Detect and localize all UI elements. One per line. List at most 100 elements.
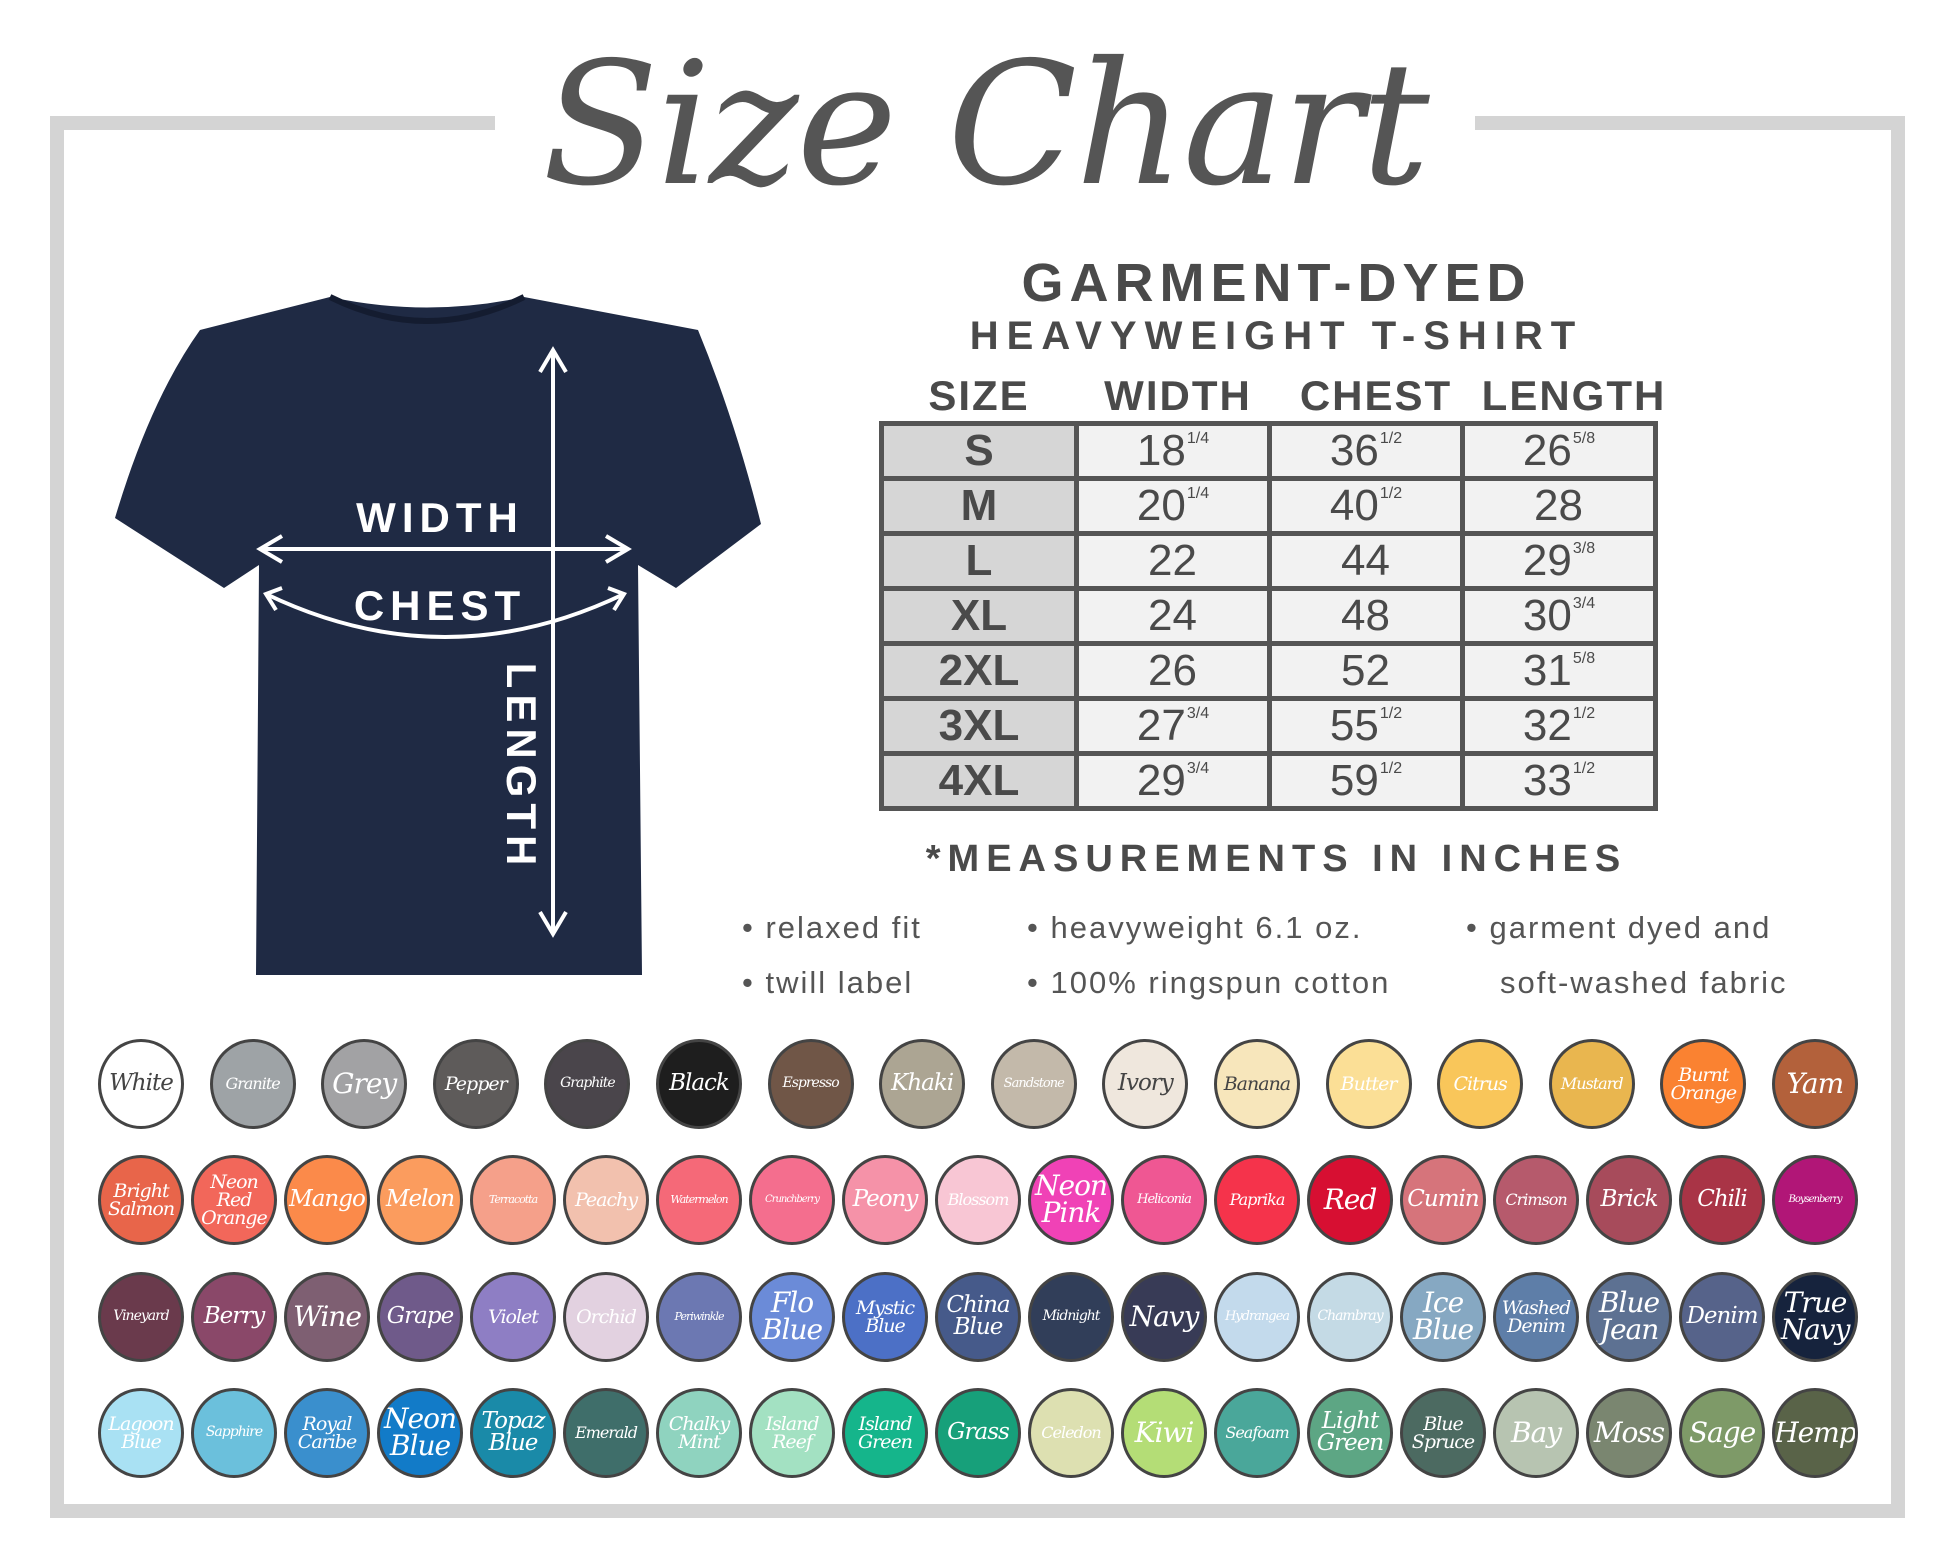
length-label: LENGTH xyxy=(498,663,545,872)
color-swatch-granite[interactable]: Granite xyxy=(209,1039,296,1129)
color-swatch-hemp[interactable]: Hemp xyxy=(1772,1388,1858,1478)
color-swatch-chalky-mint[interactable]: Chalky Mint xyxy=(656,1388,742,1478)
color-swatch-citrus[interactable]: Citrus xyxy=(1437,1039,1524,1129)
color-swatch-ice-blue[interactable]: Ice Blue xyxy=(1400,1272,1486,1362)
color-swatch-neon-pink[interactable]: Neon Pink xyxy=(1028,1155,1114,1245)
whole-value: 24 xyxy=(1148,591,1197,640)
color-swatch-sapphire[interactable]: Sapphire xyxy=(191,1388,277,1478)
color-swatch-neon-blue[interactable]: Neon Blue xyxy=(377,1388,463,1478)
length-cell: 315/8 xyxy=(1460,641,1658,701)
color-swatch-china-blue[interactable]: China Blue xyxy=(935,1272,1021,1362)
length-cell: 321/2 xyxy=(1460,696,1658,756)
color-swatch-bay[interactable]: Bay xyxy=(1493,1388,1579,1478)
width-cell: 201/4 xyxy=(1074,476,1272,536)
feature-item: • heavyweight 6.1 oz. xyxy=(1027,910,1363,945)
size-cell: 4XL xyxy=(879,751,1079,811)
color-swatch-grey[interactable]: Grey xyxy=(321,1039,408,1129)
color-swatch-banana[interactable]: Banana xyxy=(1213,1039,1300,1129)
color-swatch-topaz-blue[interactable]: Topaz Blue xyxy=(470,1388,556,1478)
table-headers: SIZE WIDTH CHEST LENGTH xyxy=(879,372,1674,420)
color-swatch-orchid[interactable]: Orchid xyxy=(563,1272,649,1362)
header-length: LENGTH xyxy=(1481,372,1667,419)
color-swatch-light-green[interactable]: Light Green xyxy=(1307,1388,1393,1478)
chest-cell: 401/2 xyxy=(1267,476,1465,536)
color-swatch-emerald[interactable]: Emerald xyxy=(563,1388,649,1478)
size-cell: M xyxy=(879,476,1079,536)
color-swatch-berry[interactable]: Berry xyxy=(191,1272,277,1362)
color-swatch-violet[interactable]: Violet xyxy=(470,1272,556,1362)
color-swatch-crunchberry[interactable]: Crunchberry xyxy=(749,1155,835,1245)
color-swatch-grass[interactable]: Grass xyxy=(935,1388,1021,1478)
color-swatch-island-reef[interactable]: Island Reef xyxy=(749,1388,835,1478)
color-swatch-yam[interactable]: Yam xyxy=(1771,1039,1858,1129)
whole-value: 18 xyxy=(1136,426,1186,475)
size-cell: L xyxy=(879,531,1079,591)
color-swatch-neon-red-orange[interactable]: Neon Red Orange xyxy=(191,1155,277,1245)
color-swatch-mystic-blue[interactable]: Mystic Blue xyxy=(842,1272,928,1362)
color-swatch-peachy[interactable]: Peachy xyxy=(563,1155,649,1245)
color-swatch-terracotta[interactable]: Terracotta xyxy=(470,1155,556,1245)
chest-cell: 361/2 xyxy=(1267,421,1465,481)
color-swatch-kiwi[interactable]: Kiwi xyxy=(1121,1388,1207,1478)
color-swatch-celedon[interactable]: Celedon xyxy=(1028,1388,1114,1478)
color-swatch-butter[interactable]: Butter xyxy=(1325,1039,1412,1129)
color-swatch-mango[interactable]: Mango xyxy=(284,1155,370,1245)
whole-value: 40 xyxy=(1329,481,1379,530)
color-swatch-lagoon-blue[interactable]: Lagoon Blue xyxy=(98,1388,184,1478)
color-swatch-boysenberry[interactable]: Boysenberry xyxy=(1772,1155,1858,1245)
color-swatch-navy[interactable]: Navy xyxy=(1121,1272,1207,1362)
color-swatch-moss[interactable]: Moss xyxy=(1586,1388,1672,1478)
color-swatch-paprika[interactable]: Paprika xyxy=(1214,1155,1300,1245)
color-swatch-espresso[interactable]: Espresso xyxy=(767,1039,854,1129)
color-swatch-brick[interactable]: Brick xyxy=(1586,1155,1672,1245)
frame-gap xyxy=(495,110,1475,140)
color-swatch-ivory[interactable]: Ivory xyxy=(1102,1039,1189,1129)
color-swatch-true-navy[interactable]: True Navy xyxy=(1772,1272,1858,1362)
table-row: M 201/4 401/2 28 xyxy=(879,476,1658,536)
color-swatch-sandstone[interactable]: Sandstone xyxy=(990,1039,1077,1129)
color-swatch-bright-salmon[interactable]: Bright Salmon xyxy=(98,1155,184,1245)
whole-value: 29 xyxy=(1522,536,1572,585)
color-swatch-chambray[interactable]: Chambray xyxy=(1307,1272,1393,1362)
length-cell: 331/2 xyxy=(1460,751,1658,811)
color-swatch-grape[interactable]: Grape xyxy=(377,1272,463,1362)
whole-value: 52 xyxy=(1341,646,1390,695)
header-width: WIDTH xyxy=(1104,372,1252,419)
color-swatch-cumin[interactable]: Cumin xyxy=(1400,1155,1486,1245)
color-swatch-burnt-orange[interactable]: Burnt Orange xyxy=(1660,1039,1747,1129)
header-chest: CHEST xyxy=(1299,372,1453,419)
color-swatch-blue-jean[interactable]: Blue Jean xyxy=(1586,1272,1672,1362)
color-swatch-black[interactable]: Black xyxy=(655,1039,742,1129)
color-swatch-denim[interactable]: Denim xyxy=(1679,1272,1765,1362)
color-swatch-sage[interactable]: Sage xyxy=(1679,1388,1765,1478)
color-swatch-washed-denim[interactable]: Washed Denim xyxy=(1493,1272,1579,1362)
color-swatch-mustard[interactable]: Mustard xyxy=(1548,1039,1635,1129)
chest-cell: 591/2 xyxy=(1267,751,1465,811)
whole-value: 30 xyxy=(1522,591,1572,640)
color-swatch-melon[interactable]: Melon xyxy=(377,1155,463,1245)
color-swatch-midnight[interactable]: Midnight xyxy=(1028,1272,1114,1362)
color-swatch-graphite[interactable]: Graphite xyxy=(544,1039,631,1129)
color-swatch-hydrangea[interactable]: Hydrangea xyxy=(1214,1272,1300,1362)
color-swatch-watermelon[interactable]: Watermelon xyxy=(656,1155,742,1245)
color-swatch-wine[interactable]: Wine xyxy=(284,1272,370,1362)
color-swatch-chili[interactable]: Chili xyxy=(1679,1155,1765,1245)
color-swatch-white[interactable]: White xyxy=(98,1039,184,1129)
color-swatch-blue-spruce[interactable]: Blue Spruce xyxy=(1400,1388,1486,1478)
color-swatch-blossom[interactable]: Blossom xyxy=(935,1155,1021,1245)
color-swatch-pepper[interactable]: Pepper xyxy=(432,1039,519,1129)
color-swatch-island-green[interactable]: Island Green xyxy=(842,1388,928,1478)
color-swatch-royal-caribe[interactable]: Royal Caribe xyxy=(284,1388,370,1478)
color-swatch-crimson[interactable]: Crimson xyxy=(1493,1155,1579,1245)
color-swatch-red[interactable]: Red xyxy=(1307,1155,1393,1245)
feature-item: • twill label xyxy=(742,965,914,1000)
size-cell: 3XL xyxy=(879,696,1079,756)
color-swatch-heliconia[interactable]: Heliconia xyxy=(1121,1155,1207,1245)
color-swatch-khaki[interactable]: Khaki xyxy=(879,1039,966,1129)
color-swatch-seafoam[interactable]: Seafoam xyxy=(1214,1388,1300,1478)
color-swatch-flo-blue[interactable]: Flo Blue xyxy=(749,1272,835,1362)
color-swatch-periwinkle[interactable]: Periwinkle xyxy=(656,1272,742,1362)
color-swatch-peony[interactable]: Peony xyxy=(842,1155,928,1245)
color-swatch-vineyard[interactable]: Vineyard xyxy=(98,1272,184,1362)
whole-value: 55 xyxy=(1329,701,1379,750)
